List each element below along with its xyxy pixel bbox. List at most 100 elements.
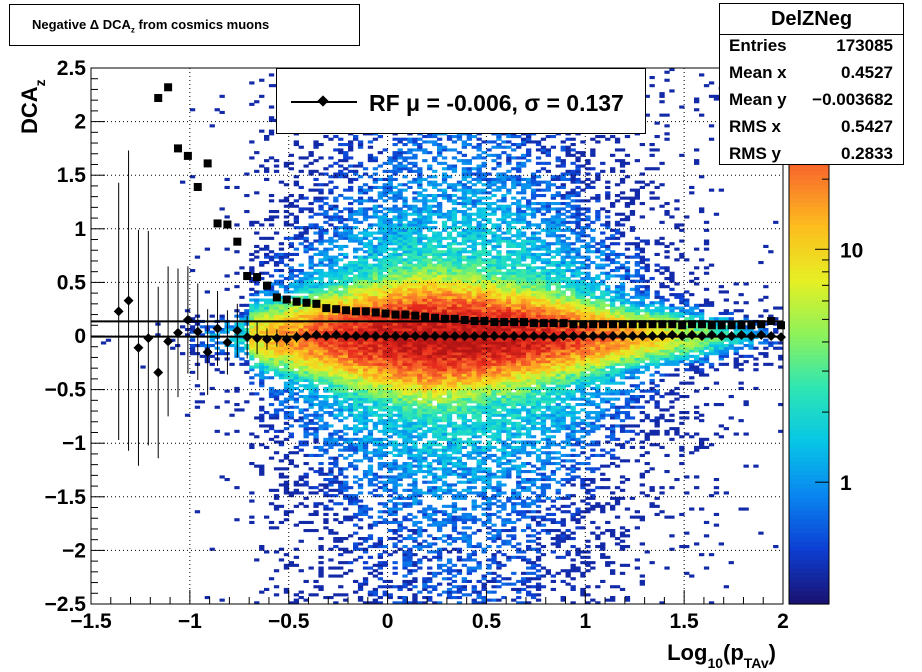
heatmap-cell: [382, 148, 388, 152]
heatmap-cell: [372, 250, 378, 254]
heatmap-cell: [456, 384, 463, 388]
heatmap-cell: [318, 322, 324, 326]
heatmap-cell: [446, 274, 453, 278]
heatmap-cell: [308, 306, 314, 310]
heatmap-cell: [372, 443, 378, 447]
heatmap-cell: [422, 210, 428, 214]
heatmap-cell: [199, 354, 205, 358]
heatmap-cell: [417, 252, 423, 256]
heatmap-cell: [348, 403, 354, 407]
heatmap-cell: [357, 582, 364, 586]
heatmap-cell: [382, 545, 388, 549]
heatmap-cell: [254, 255, 260, 259]
heatmap-cell: [397, 451, 403, 455]
heatmap-cell: [461, 271, 467, 275]
heatmap-cell: [333, 400, 339, 404]
heatmap-cell: [402, 204, 408, 208]
heatmap-cell: [303, 370, 309, 374]
heatmap-cell: [323, 504, 329, 508]
heatmap-cell: [357, 400, 364, 404]
heatmap-cell: [298, 271, 304, 275]
heatmap-cell: [427, 440, 433, 444]
heatmap-cell: [219, 341, 225, 345]
heatmap-cell: [283, 376, 290, 380]
heatmap-cell: [288, 258, 294, 262]
heatmap-cell: [382, 395, 388, 399]
heatmap-cell: [377, 539, 383, 543]
heatmap-cell: [328, 255, 334, 259]
heatmap-cell: [446, 376, 453, 380]
heatmap-cell: [412, 252, 418, 256]
heatmap-cell: [432, 365, 438, 369]
heatmap-cell: [328, 395, 334, 399]
heatmap-cell: [338, 547, 344, 551]
heatmap-cell: [402, 579, 408, 583]
heatmap-cell: [357, 349, 364, 353]
heatmap-cell: [392, 486, 398, 490]
heatmap-cell: [348, 330, 354, 334]
heatmap-cell: [382, 453, 388, 457]
heatmap-cell: [432, 413, 438, 417]
heatmap-cell: [437, 231, 443, 235]
heatmap-cell: [387, 408, 393, 412]
heatmap-cell: [353, 239, 359, 243]
heatmap-cell: [362, 386, 369, 390]
heatmap-cell: [412, 303, 418, 307]
heatmap-cell: [377, 252, 383, 256]
heatmap-cell: [451, 518, 458, 522]
heatmap-cell: [407, 169, 413, 173]
heatmap-cell: [397, 416, 403, 420]
heatmap-cell: [224, 432, 230, 436]
heatmap-cell: [412, 421, 418, 425]
heatmap-cell: [461, 472, 467, 476]
heatmap-cell: [328, 325, 334, 329]
heatmap-cell: [288, 601, 294, 605]
heatmap-cell: [451, 523, 458, 527]
heatmap-cell: [348, 290, 354, 294]
heatmap-cell: [343, 467, 349, 471]
heatmap-cell: [367, 470, 374, 474]
heatmap-cell: [288, 301, 294, 305]
heatmap-cell: [417, 386, 423, 390]
heatmap-cell: [432, 301, 438, 305]
heatmap-cell: [357, 344, 364, 348]
heatmap-cell: [348, 534, 354, 538]
heatmap-cell: [333, 440, 339, 444]
heatmap-cell: [234, 389, 240, 393]
heatmap-cell: [461, 494, 467, 498]
heatmap-cell: [451, 357, 458, 361]
heatmap-cell: [323, 397, 329, 401]
heatmap-cell: [323, 520, 329, 524]
heatmap-cell: [417, 349, 423, 353]
heatmap-cell: [382, 360, 388, 364]
heatmap-cell: [432, 169, 438, 173]
heatmap-cell: [417, 531, 423, 535]
heatmap-cell: [367, 373, 374, 377]
heatmap-cell: [303, 529, 309, 533]
heatmap-cell: [432, 453, 438, 457]
heatmap-cell: [456, 360, 463, 364]
heatmap-cell: [456, 601, 463, 605]
heatmap-cell: [417, 601, 423, 605]
heatmap-cell: [348, 196, 354, 200]
heatmap-cell: [328, 295, 334, 299]
heatmap-cell: [377, 464, 383, 468]
heatmap-cell: [308, 263, 314, 267]
heatmap-cell: [313, 140, 319, 144]
heatmap-cell: [357, 303, 364, 307]
heatmap-cell: [412, 309, 418, 313]
heatmap-cell: [343, 386, 349, 390]
heatmap-cell: [387, 247, 393, 251]
heatmap-cell: [377, 328, 383, 332]
heatmap-cell: [313, 370, 319, 374]
heatmap-cell: [343, 325, 349, 329]
heatmap-cell: [259, 352, 265, 356]
heatmap-cell: [377, 365, 383, 369]
heatmap-cell: [249, 293, 255, 297]
heatmap-cell: [422, 325, 428, 329]
heatmap-cell: [387, 416, 393, 420]
heatmap-cell: [288, 386, 294, 390]
heatmap-cell: [338, 561, 344, 565]
heatmap-cell: [392, 373, 398, 377]
heatmap-cell: [392, 512, 398, 516]
